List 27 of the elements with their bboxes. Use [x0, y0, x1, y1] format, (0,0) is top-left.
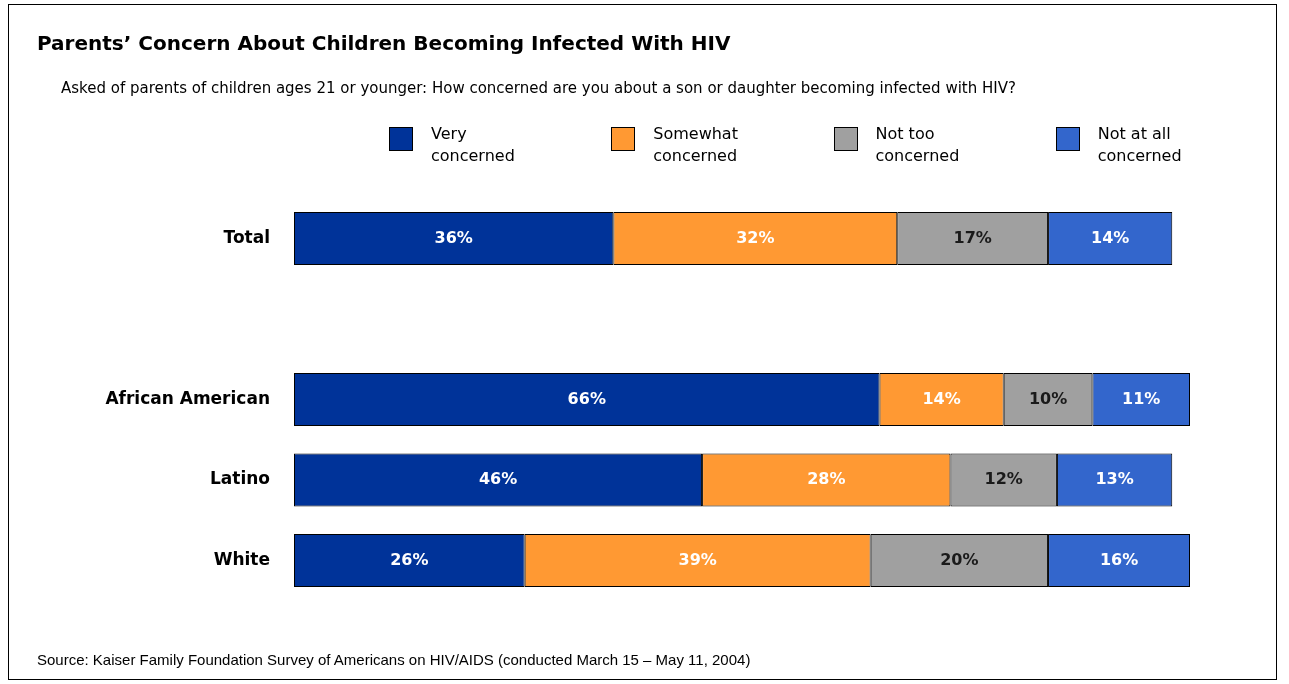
data-label: 20% [940, 549, 979, 569]
data-label: 11% [1122, 388, 1161, 408]
y-tick-label: White [213, 548, 270, 569]
data-label: 10% [1028, 388, 1068, 408]
data-label: 26% [390, 549, 429, 569]
data-label: 39% [678, 549, 717, 569]
data-label: 28% [807, 469, 846, 489]
legend-label: Very concerned [431, 123, 516, 167]
chart-subtitle: Asked of parents of children ages 21 or younger: How concerned are you about a son or daughter becoming infected with HIV? [61, 79, 1016, 97]
source-note: Source: Kaiser Family Foundation Survey of Americans on HIV/AIDS (conducted March 15 – May 11, 2004) [37, 651, 751, 668]
data-label: 14% [1091, 227, 1130, 247]
y-tick-label: Latino [209, 468, 270, 489]
data-label: 16% [1099, 549, 1139, 569]
y-tick-label: Total [223, 226, 270, 247]
data-label: 66% [567, 388, 606, 408]
data-label: 14% [922, 388, 961, 408]
data-label: 12% [984, 469, 1023, 489]
data-label: 46% [478, 469, 518, 489]
data-label: 13% [1095, 469, 1134, 489]
chart-title: Parents’ Concern About Children Becoming Infected With HIV [37, 31, 731, 55]
legend-label: Somewhat concerned [653, 123, 739, 167]
data-label: 32% [736, 227, 775, 247]
data-label: 36% [434, 227, 473, 247]
legend-label: Not too concerned [875, 123, 961, 167]
data-label: 17% [953, 227, 992, 247]
y-tick-label: African American [105, 387, 270, 408]
legend-label: Not at all concerned [1097, 123, 1183, 167]
